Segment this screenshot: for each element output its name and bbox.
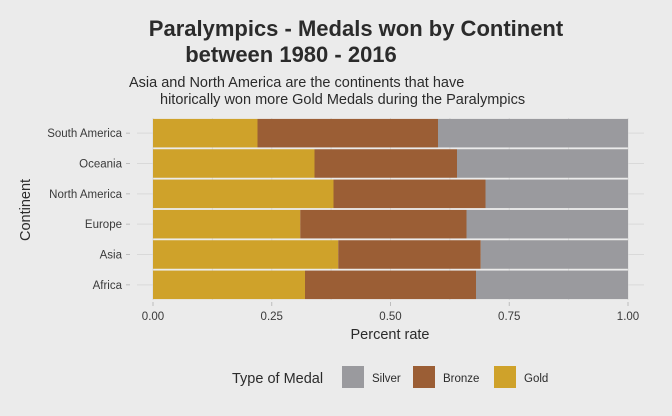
- bar-silver: [476, 270, 628, 300]
- bar-bronze: [300, 209, 467, 239]
- y-tick-label: Africa: [93, 280, 123, 292]
- x-tick-label: 0.25: [261, 311, 283, 323]
- legend-swatch-gold: [494, 366, 516, 388]
- bar-gold: [153, 270, 305, 300]
- x-tick-label: 0.50: [379, 311, 401, 323]
- bar-gold: [153, 118, 258, 148]
- legend-label-silver: Silver: [372, 373, 401, 385]
- bar-silver: [485, 179, 628, 209]
- y-tick-label: Oceania: [79, 159, 122, 171]
- bar-silver: [438, 118, 628, 148]
- bar-gold: [153, 240, 339, 269]
- legend-label-bronze: Bronze: [443, 373, 479, 385]
- x-tick-label: 1.00: [617, 311, 639, 323]
- y-tick-label: Europe: [85, 219, 122, 231]
- bar-bronze: [257, 118, 438, 148]
- bar-gold: [153, 149, 315, 178]
- y-tick-label: South America: [47, 128, 122, 140]
- bar-bronze: [314, 149, 457, 178]
- bar-bronze: [338, 240, 481, 269]
- y-axis-title: Continent: [18, 179, 34, 241]
- bar-silver: [480, 240, 628, 269]
- bar-bronze: [305, 270, 476, 300]
- chart-subtitle: Asia and North America are the continent…: [129, 75, 525, 108]
- bar-gold: [153, 179, 334, 209]
- x-tick-label: 0.00: [142, 311, 164, 323]
- chart-subtitle-line-1: Asia and North America are the continent…: [129, 75, 464, 91]
- chart-title-line-1: Paralympics - Medals won by Continent: [149, 16, 564, 41]
- y-tick-label: North America: [49, 189, 122, 201]
- x-axis-title: Percent rate: [351, 327, 430, 343]
- chart-title-line-2: between 1980 - 2016: [185, 42, 397, 67]
- chart-title: Paralympics - Medals won by Continent be…: [149, 16, 564, 67]
- legend-swatch-bronze: [413, 366, 435, 388]
- chart-subtitle-line-2: hitorically won more Gold Medals during …: [160, 92, 525, 108]
- legend-title: Type of Medal: [232, 371, 323, 387]
- bar-silver: [457, 149, 628, 178]
- bar-silver: [466, 209, 628, 239]
- legend-swatch-silver: [342, 366, 364, 388]
- legend: Type of Medal Silver Bronze Gold: [232, 366, 548, 388]
- bar-gold: [153, 209, 301, 239]
- legend-label-gold: Gold: [524, 373, 548, 385]
- bar-bronze: [333, 179, 486, 209]
- y-axis-ticks: South America Oceania North America Europe A…: [47, 128, 130, 292]
- x-axis-ticks: 0.00 0.25 0.50 0.75 1.00: [142, 302, 639, 323]
- y-tick-label: Asia: [100, 250, 123, 262]
- bars: [153, 118, 628, 300]
- x-tick-label: 0.75: [498, 311, 520, 323]
